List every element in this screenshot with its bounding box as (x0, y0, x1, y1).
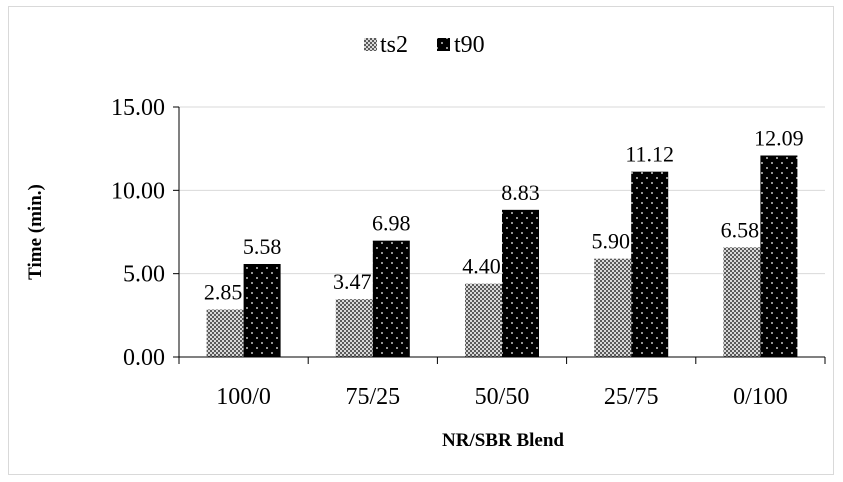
x-tick-label-3: 25/75 (604, 384, 659, 410)
data-label-ts2-0: 2.85 (204, 280, 243, 305)
x-tick-label-2: 50/50 (475, 384, 530, 410)
legend-item-ts2[interactable]: ts2 (364, 32, 408, 58)
data-label-ts2-1: 3.47 (333, 269, 372, 294)
bar-t90-0 (243, 264, 281, 357)
axes: 0.00 5.00 10.00 15.00 100/0 75/25 50/50 25/75 0/… (111, 95, 826, 410)
y-tick-label-1: 5.00 (123, 262, 165, 288)
data-label-t90-0: 5.58 (243, 234, 282, 259)
bars (206, 155, 798, 357)
legend-swatch-t90 (437, 38, 450, 51)
data-label-t90-1: 6.98 (372, 211, 411, 236)
y-tick-label-3: 15.00 (111, 95, 165, 121)
labels: 2.855.58 3.47 6.98 4.40 8.83 5.90 11.12 6.58 12.… (204, 126, 804, 305)
bar-t90-3 (631, 171, 669, 357)
data-label-t90-3: 11.12 (625, 142, 674, 167)
bar-t90-2 (502, 209, 539, 357)
bar-t90-1 (372, 240, 410, 357)
y-tick-label-0: 0.00 (123, 345, 165, 371)
bar-ts2-1 (335, 299, 373, 357)
x-tick-label-4: 0/100 (733, 384, 788, 410)
bar-t90-4 (760, 155, 798, 357)
x-tick-label-1: 75/25 (345, 384, 400, 410)
legend-label-ts2: ts2 (380, 32, 408, 58)
data-label-ts2-4: 6.58 (721, 217, 760, 242)
data-label-ts2-2: 4.40 (462, 254, 501, 279)
legend-label-t90: t90 (454, 32, 485, 58)
data-label-ts2-3: 5.90 (591, 229, 630, 254)
legend: ts2 t90 (364, 32, 485, 58)
legend-swatch-ts2 (364, 38, 377, 51)
bar-ts2-3 (594, 258, 632, 357)
bar-ts2-2 (465, 283, 502, 357)
bar-ts2-0 (206, 309, 244, 357)
x-tick-label-0: 100/0 (216, 384, 271, 410)
y-axis-title: Time (min.) (25, 184, 46, 280)
data-label-t90-2: 8.83 (501, 180, 540, 205)
data-label-t90-4: 12.09 (754, 126, 804, 151)
y-tick-label-2: 10.00 (111, 178, 165, 204)
chart-frame (8, 6, 834, 475)
bar-ts2-4 (723, 247, 761, 357)
legend-item-t90[interactable]: t90 (437, 32, 485, 58)
x-axis-title: NR/SBR Blend (442, 430, 564, 451)
